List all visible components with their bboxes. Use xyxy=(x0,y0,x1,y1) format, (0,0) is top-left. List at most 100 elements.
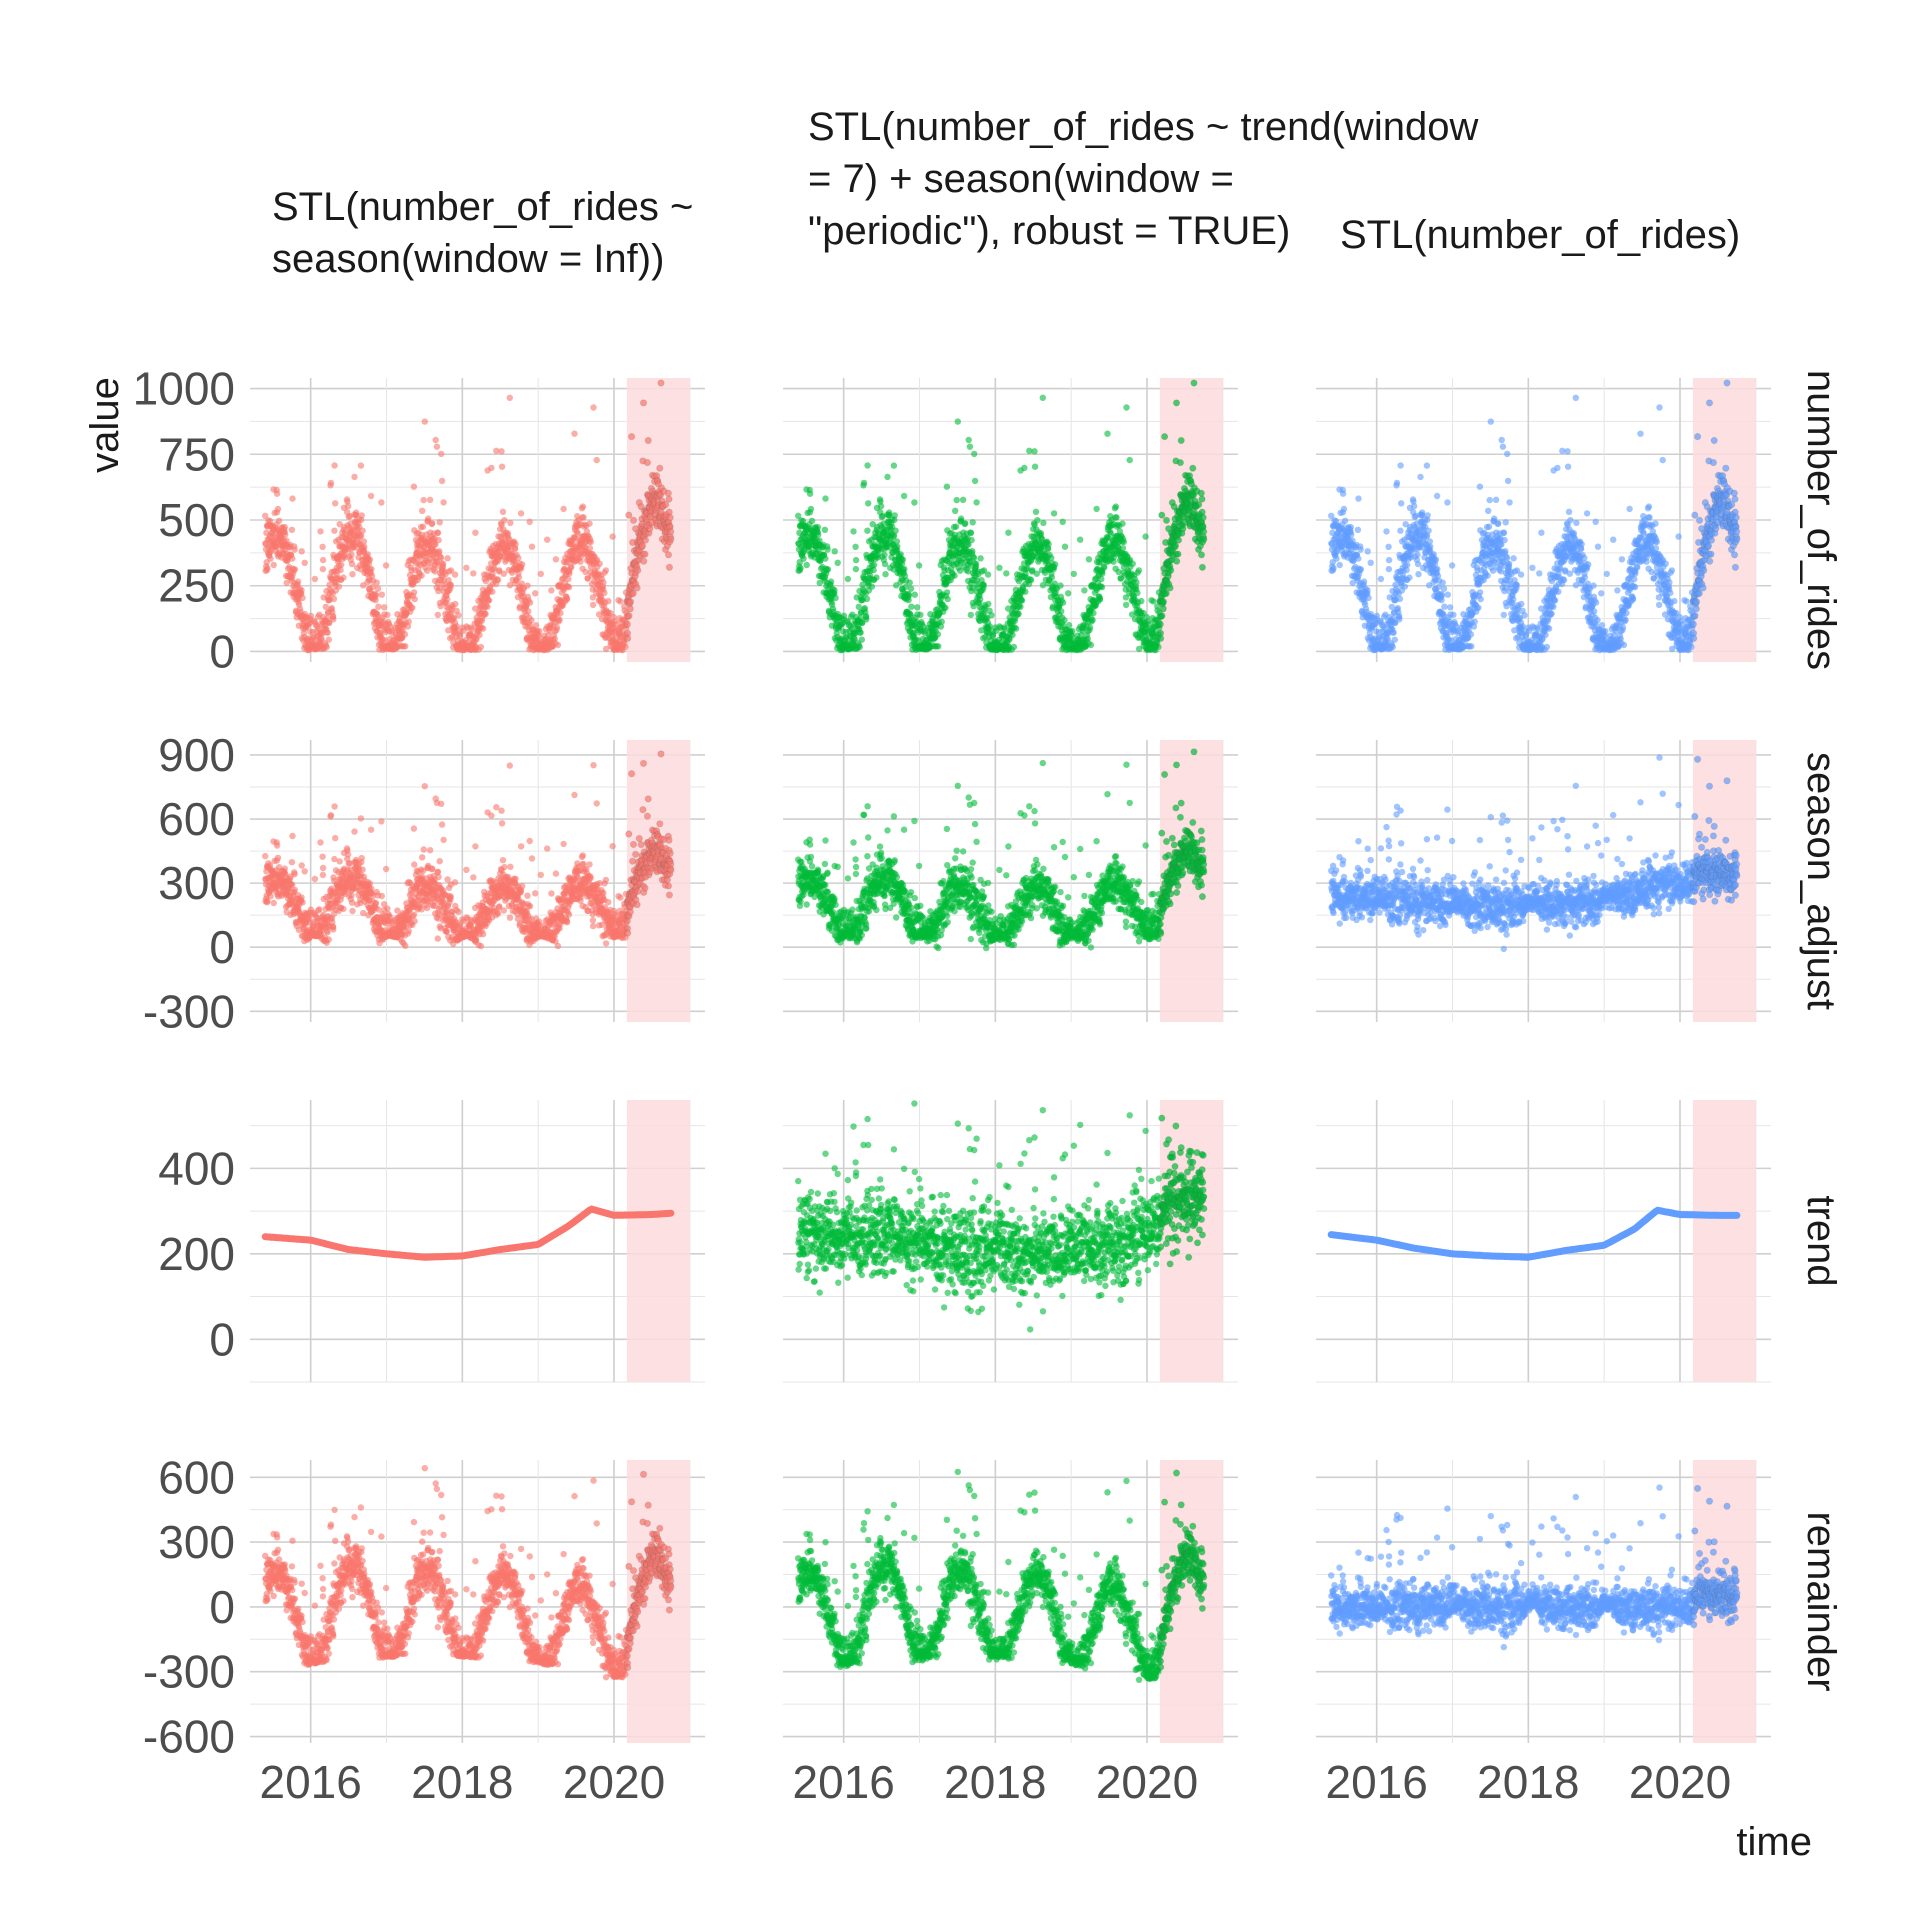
data-point xyxy=(557,609,564,617)
column-title-3: STL(number_of_rides) xyxy=(1340,213,1740,257)
facet-panels xyxy=(250,378,1771,1743)
data-point xyxy=(528,617,535,624)
data-point xyxy=(444,596,451,603)
data-point xyxy=(291,1595,299,1602)
data-point xyxy=(602,940,610,947)
data-point xyxy=(331,1560,338,1567)
data-point xyxy=(372,900,380,907)
data-point xyxy=(301,868,308,875)
data-point xyxy=(579,503,587,510)
data-point xyxy=(411,917,418,925)
data-point xyxy=(438,450,445,458)
data-point xyxy=(289,555,296,562)
data-point xyxy=(375,603,382,610)
data-point xyxy=(358,854,365,862)
data-point xyxy=(275,517,283,524)
data-point xyxy=(444,555,451,562)
data-point xyxy=(493,804,500,811)
data-point xyxy=(294,578,302,585)
data-point xyxy=(463,1586,470,1593)
data-point xyxy=(656,464,664,472)
data-point xyxy=(434,529,442,537)
data-point xyxy=(319,565,327,573)
data-point xyxy=(324,629,331,636)
data-point xyxy=(644,795,652,803)
data-point xyxy=(432,1480,439,1487)
data-point xyxy=(311,575,319,583)
data-point xyxy=(515,574,522,581)
data-point xyxy=(298,1580,305,1587)
data-point xyxy=(426,1529,434,1536)
data-point xyxy=(335,1605,343,1613)
data-point xyxy=(552,556,560,563)
data-point xyxy=(375,1619,382,1626)
data-point xyxy=(536,918,543,925)
data-point xyxy=(646,524,654,533)
data-point xyxy=(498,807,505,814)
data-point xyxy=(666,849,674,857)
data-point xyxy=(625,612,633,620)
data-point xyxy=(624,929,632,937)
data-point xyxy=(507,519,514,527)
data-point xyxy=(625,830,633,838)
data-point xyxy=(488,812,495,819)
data-point xyxy=(289,495,296,502)
data-point xyxy=(419,523,427,530)
data-point xyxy=(394,907,401,914)
data-point xyxy=(489,588,496,595)
data-point xyxy=(418,572,425,579)
data-point xyxy=(435,1562,442,1570)
data-point xyxy=(372,1610,380,1617)
data-point xyxy=(359,1557,366,1565)
data-point xyxy=(537,570,544,578)
data-point xyxy=(419,507,426,514)
data-point xyxy=(344,1538,352,1545)
data-point xyxy=(330,1616,338,1623)
data-point xyxy=(438,1491,445,1499)
data-point xyxy=(353,509,360,516)
data-point xyxy=(289,1537,296,1544)
data-point xyxy=(477,643,485,651)
data-point xyxy=(434,1556,442,1564)
data-point xyxy=(643,458,652,467)
data-point xyxy=(602,876,610,884)
data-point xyxy=(519,561,526,568)
data-point xyxy=(351,828,358,835)
data-point xyxy=(566,570,573,577)
data-point xyxy=(589,917,597,924)
data-point xyxy=(526,518,533,525)
data-point xyxy=(367,826,375,833)
data-point xyxy=(434,935,441,942)
panel-1-season_adjust xyxy=(250,740,705,1022)
data-point xyxy=(664,489,672,497)
data-point xyxy=(372,592,380,599)
data-point xyxy=(421,1465,428,1472)
data-point xyxy=(332,834,339,842)
data-point xyxy=(617,598,624,605)
data-point xyxy=(301,559,308,566)
data-point xyxy=(625,511,633,519)
data-point xyxy=(324,929,331,936)
data-point xyxy=(451,571,459,578)
data-point xyxy=(499,508,507,515)
data-point xyxy=(410,589,418,596)
data-point xyxy=(587,874,594,882)
data-point xyxy=(319,1593,327,1600)
data-point xyxy=(637,840,645,849)
data-point xyxy=(447,1599,454,1607)
data-point xyxy=(410,911,418,918)
data-point xyxy=(382,562,390,569)
data-point xyxy=(479,625,487,632)
data-point xyxy=(635,834,643,843)
data-point xyxy=(552,870,560,877)
data-point xyxy=(437,554,445,562)
data-point xyxy=(641,550,649,558)
data-point xyxy=(532,590,539,597)
data-point xyxy=(517,843,525,850)
data-point xyxy=(298,587,305,594)
data-point xyxy=(477,942,485,950)
data-point xyxy=(440,499,447,506)
data-point xyxy=(452,1615,459,1622)
data-point xyxy=(288,859,296,866)
data-point xyxy=(299,594,306,602)
